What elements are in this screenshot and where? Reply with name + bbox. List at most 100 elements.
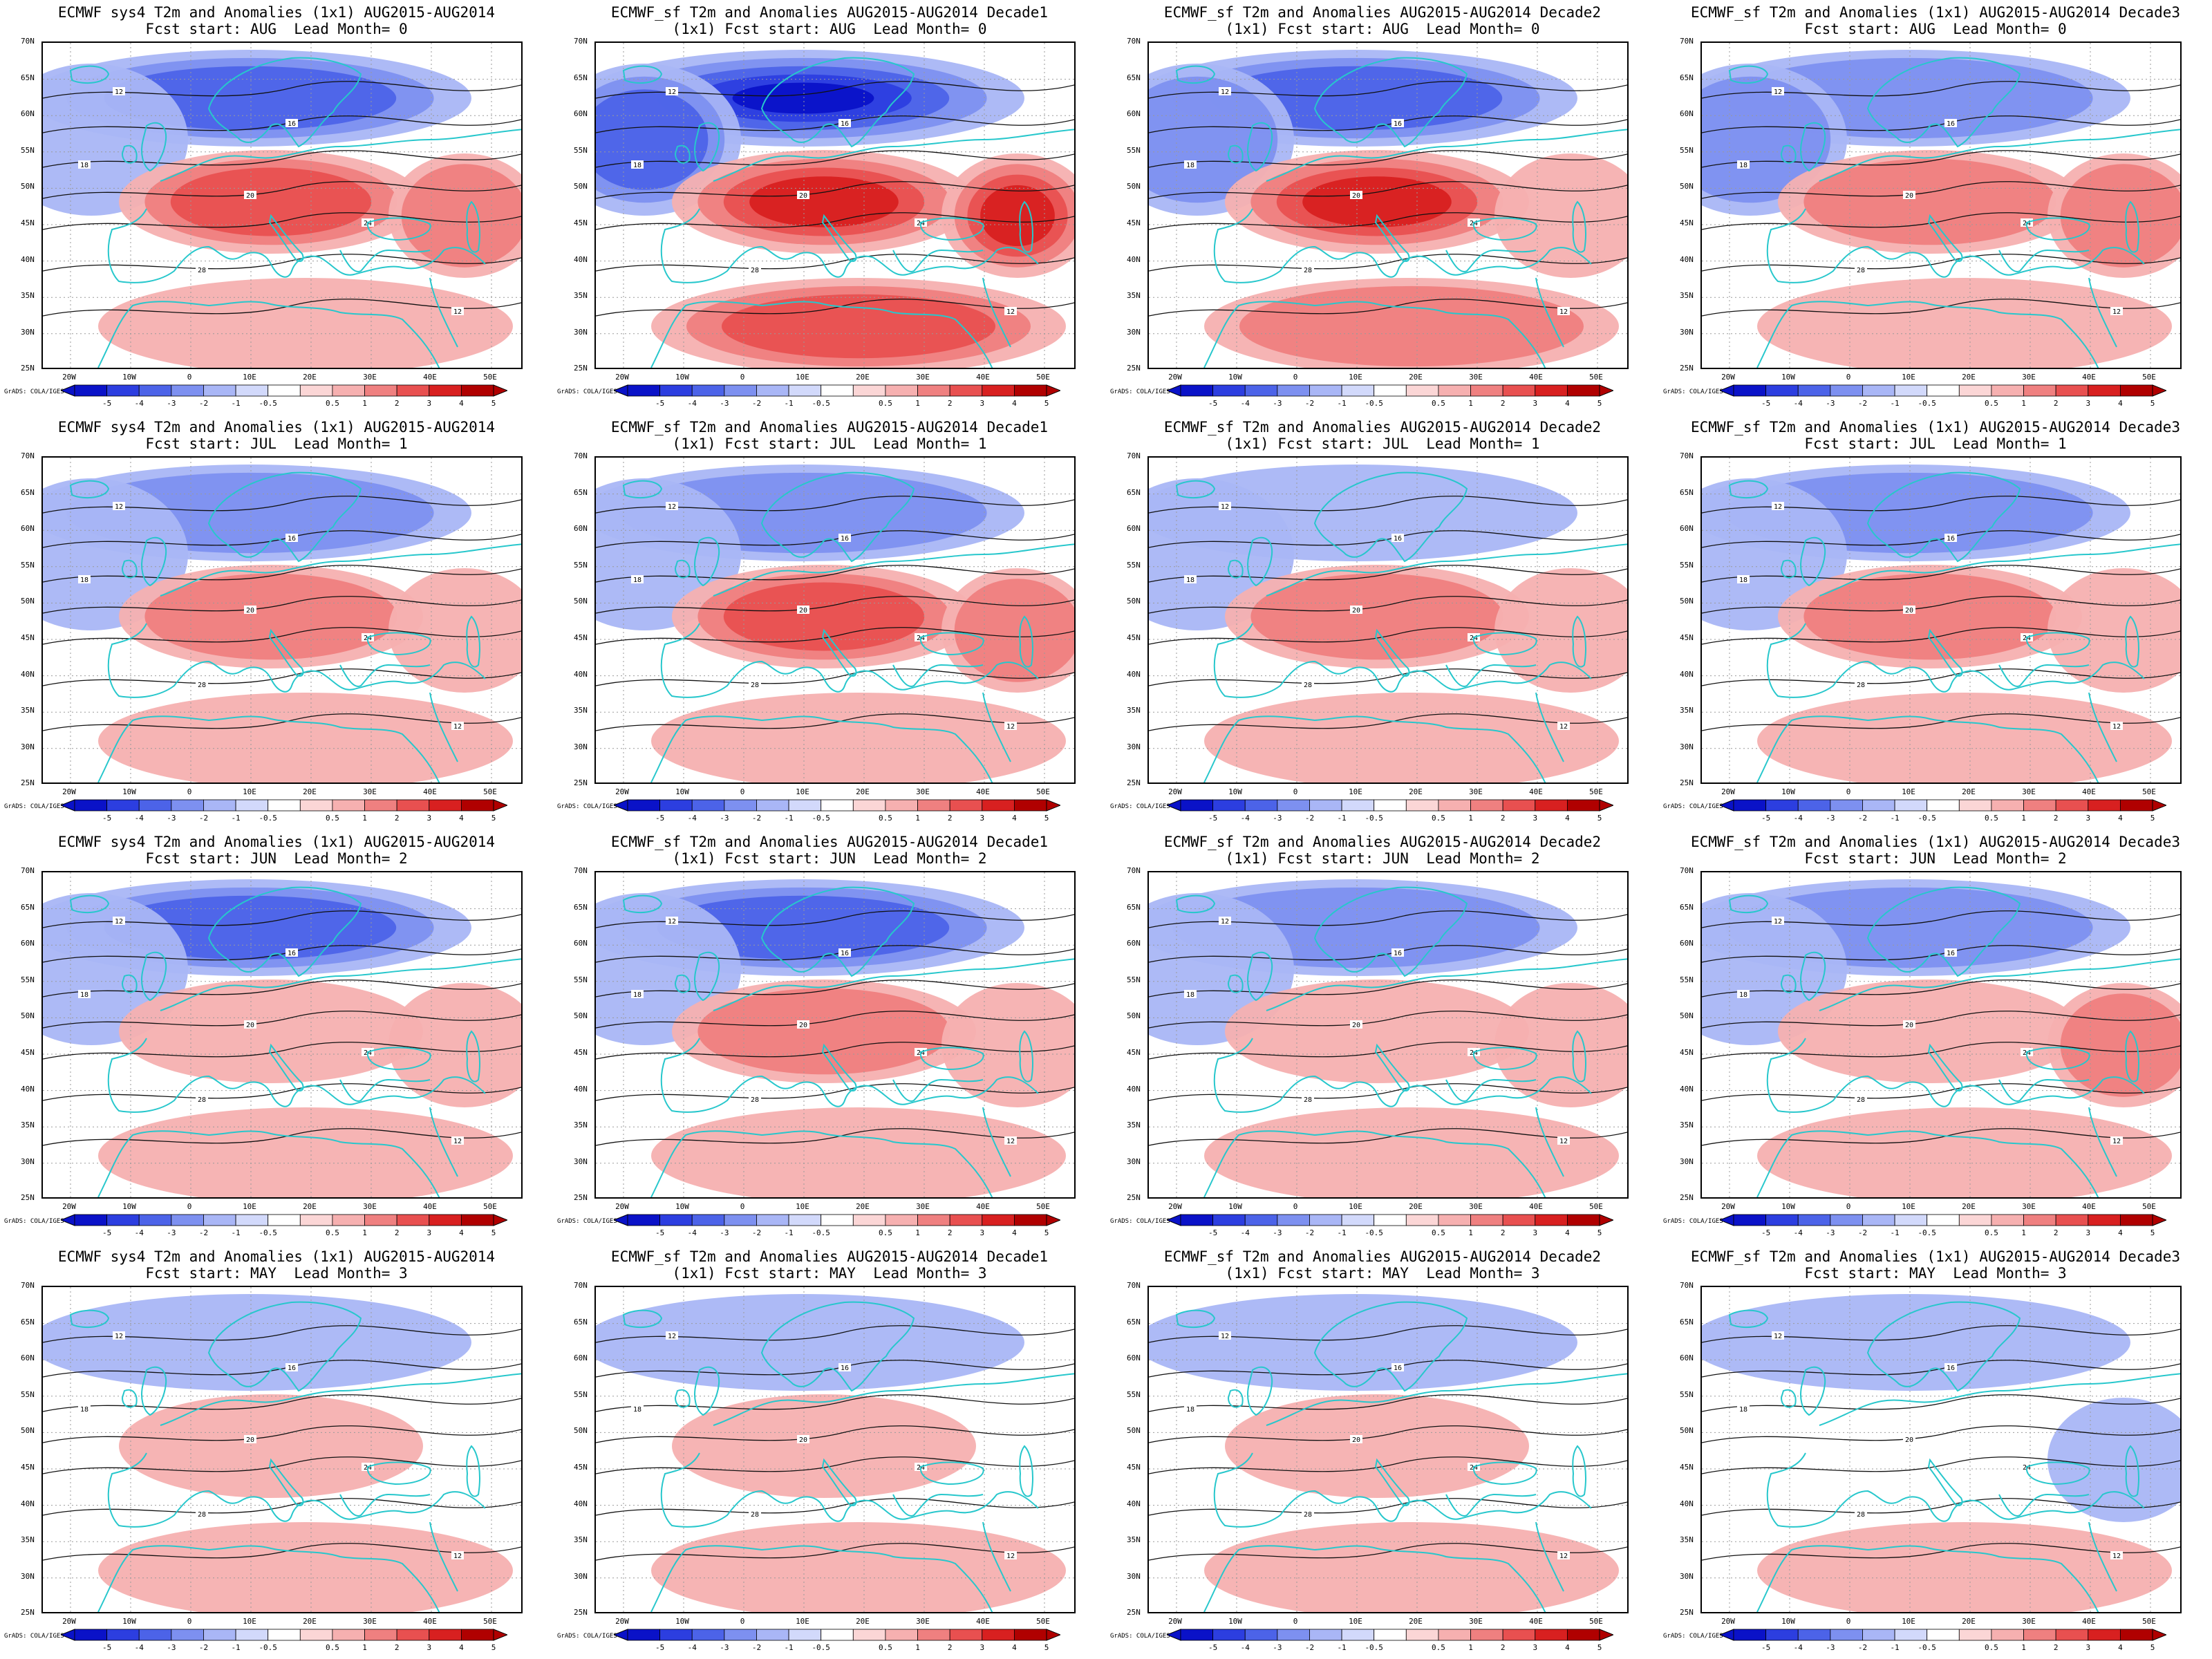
contour-label: 16: [288, 950, 296, 957]
coastline: [919, 632, 984, 656]
colorbar-swatch: [1341, 1214, 1375, 1226]
colorbar-swatch: [74, 1629, 108, 1641]
coastline: [694, 122, 720, 172]
contour-label-bg: [1184, 990, 1197, 998]
latitude-label: 55N: [1127, 560, 1141, 570]
longitude-label: 20E: [1962, 1202, 1976, 1211]
anomaly-region-south: [1757, 278, 2172, 368]
colorbar-swatch: [852, 799, 886, 812]
colorbar-swatch: [1341, 799, 1375, 812]
contour-label: 18: [1739, 1406, 1747, 1414]
longitude-label: 0: [1293, 1617, 1298, 1626]
panel-subtitle: Fcst start: MAY Lead Month= 3: [1804, 1265, 2067, 1282]
coastline: [622, 894, 663, 914]
colorbar-swatch: [138, 799, 172, 812]
colorbar-label: -4: [134, 814, 144, 823]
anomaly-region-central: [1225, 980, 1529, 1083]
longitude-label: 30E: [2022, 1617, 2036, 1626]
coastline: [919, 217, 984, 241]
colorbar-swatch: [917, 1214, 950, 1226]
contour-label: 20: [246, 192, 254, 200]
colorbar-label: -0.5: [812, 1228, 830, 1237]
colorbar-label: -2: [1857, 1228, 1868, 1237]
contour-label-bg: [1302, 1095, 1314, 1103]
longitude-label: 40E: [2082, 787, 2096, 796]
isotherm-contour: [1702, 181, 2180, 199]
isotherm-contour: [1149, 668, 1627, 686]
latitude-label: 70N: [1680, 1281, 1694, 1290]
coastline: [429, 1521, 458, 1592]
contour-label: 18: [1186, 162, 1194, 169]
colorbar: [1720, 384, 2166, 397]
anomaly-region-east: [2047, 568, 2180, 693]
colorbar-arrow-right: [2152, 1629, 2166, 1641]
coastline: [207, 886, 362, 977]
latitude-label: 65N: [21, 902, 35, 912]
colorbar-label: 2: [947, 814, 953, 823]
coastline: [650, 1545, 993, 1612]
coastline: [982, 277, 1011, 348]
contour-label: 28: [1857, 682, 1865, 689]
colorbar-swatch: [1991, 1214, 2024, 1226]
colorbar-swatch: [1502, 384, 1536, 397]
colorbar-label: 0.5: [1984, 814, 1998, 823]
latitude-label: 45N: [1127, 1048, 1141, 1057]
longitude-label: 20E: [303, 787, 317, 796]
coastline: [674, 144, 691, 164]
colorbar-swatch: [1991, 384, 2024, 397]
colorbar-swatch: [1438, 1629, 1471, 1641]
longitude-label: 20W: [1721, 787, 1735, 796]
isotherm-contour: [596, 150, 1074, 168]
contour-label-bg: [196, 1510, 208, 1518]
contour-label: 28: [1857, 1511, 1865, 1519]
colorbar-swatch: [460, 1629, 494, 1641]
contour-label: 20: [246, 1022, 254, 1029]
colorbar-swatch: [171, 799, 204, 812]
colorbar-arrow-right: [1046, 1629, 1060, 1641]
coastline: [713, 958, 1074, 1011]
longitude-label: 0: [740, 1617, 745, 1626]
contour-label-bg: [1557, 1136, 1570, 1145]
anomaly-map: 12 16 18 20 24 28 12: [41, 456, 523, 784]
coastline: [121, 559, 138, 579]
colorbar-swatch: [1180, 1214, 1214, 1226]
contour-label-bg: [1903, 606, 1915, 614]
coastline: [141, 1366, 167, 1416]
coastline: [1472, 1047, 1537, 1071]
contour-label: 28: [198, 267, 206, 274]
colorbar-label: 3: [980, 1643, 985, 1652]
colorbar-label: 5: [491, 399, 496, 408]
latitude-label: 40N: [1127, 254, 1141, 264]
longitude-label: 20E: [856, 1617, 870, 1626]
panel-title: ECMWF_sf T2m and Anomalies (1x1) AUG2015…: [1690, 4, 2180, 21]
isotherm-contour: [1149, 1042, 1627, 1060]
longitude-label: 50E: [1036, 1202, 1050, 1211]
contour-label-bg: [1219, 87, 1231, 95]
coastline: [121, 1389, 138, 1408]
panel-title: ECMWF_sf T2m and Anomalies AUG2015-AUG20…: [1163, 1248, 1602, 1265]
latitude-label: 25N: [1680, 1608, 1694, 1618]
longitude-label: 0: [187, 787, 192, 796]
contour-label: 12: [668, 503, 676, 511]
coastline: [919, 1047, 984, 1071]
coastline: [1780, 974, 1797, 993]
isotherm-contour: [43, 1543, 521, 1561]
coastline: [760, 886, 915, 977]
longitude-label: 40E: [1529, 373, 1543, 382]
colorbar-arrow-right: [1599, 1629, 1613, 1641]
colorbar-swatch: [1535, 1629, 1568, 1641]
latitude-label: 40N: [1680, 254, 1694, 264]
panel-subtitle: (1x1) Fcst start: JUN Lead Month= 2: [1225, 850, 1540, 867]
latitude-label: 35N: [574, 291, 588, 301]
panel-subtitle: (1x1) Fcst start: JUL Lead Month= 1: [672, 435, 987, 452]
coastline: [2125, 615, 2139, 668]
longitude-label: 40E: [976, 1202, 990, 1211]
colorbar-label: 2: [2053, 1228, 2059, 1237]
coastline: [1266, 129, 1627, 182]
colorbar-label: -5: [1208, 399, 1218, 408]
colorbar-swatch: [1470, 799, 1503, 812]
coastline: [2088, 1521, 2117, 1592]
colorbar-swatch: [396, 799, 430, 812]
longitude-label: 20E: [1962, 373, 1976, 382]
contour-label-bg: [196, 265, 208, 274]
